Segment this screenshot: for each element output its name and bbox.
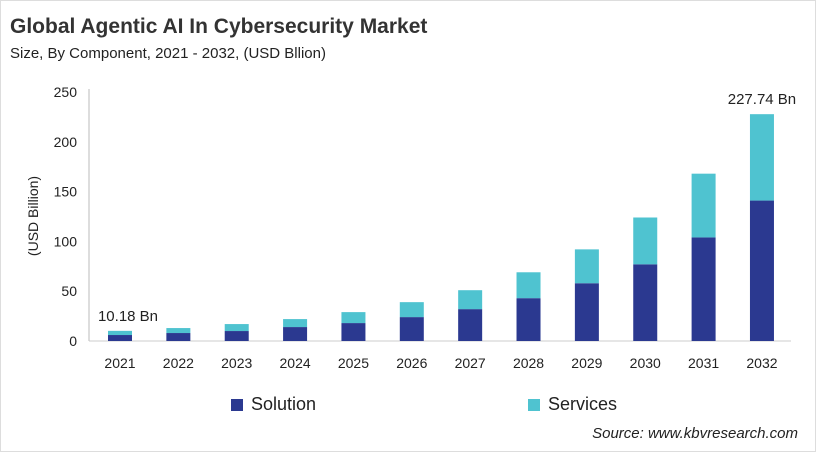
legend-label-solution: Solution: [251, 394, 317, 414]
x-tick-label: 2022: [163, 355, 194, 371]
data-label: 227.74 Bn: [728, 91, 796, 108]
bar-services-2027: [458, 290, 483, 310]
x-tick-label: 2027: [455, 355, 486, 371]
x-tick-label: 2023: [221, 355, 252, 371]
bar-solution-2029: [574, 283, 599, 341]
legend-item-services: Services: [528, 394, 617, 415]
bar-services-2022: [166, 328, 191, 334]
bar-solution-2027: [458, 309, 483, 341]
bar-solution-2028: [516, 298, 541, 341]
bar-services-2031: [691, 173, 716, 238]
chart-title: Global Agentic AI In Cybersecurity Marke…: [10, 15, 428, 38]
bar-solution-2032: [749, 200, 774, 341]
bar-services-2024: [283, 319, 308, 328]
bar-services-2026: [399, 302, 424, 318]
x-tick-label: 2024: [280, 355, 311, 371]
x-tick-label: 2028: [513, 355, 544, 371]
x-tick-label: 2032: [746, 355, 777, 371]
x-tick-label: 2030: [630, 355, 661, 371]
bar-services-2028: [516, 272, 541, 299]
y-axis-label: (USD Billion): [25, 176, 41, 256]
y-tick-label: 100: [54, 233, 78, 249]
bar-services-2025: [341, 312, 366, 324]
bar-solution-2025: [341, 323, 366, 341]
x-tick-label: 2025: [338, 355, 369, 371]
bar-solution-2026: [399, 317, 424, 341]
y-tick-label: 250: [54, 84, 78, 100]
source-note: Source: www.kbvresearch.com: [592, 425, 798, 442]
x-tick-label: 2021: [104, 355, 135, 371]
bar-solution-2023: [224, 331, 249, 341]
chart-subtitle: Size, By Component, 2021 - 2032, (USD Bl…: [10, 45, 326, 62]
y-tick-label: 0: [69, 333, 77, 349]
data-label: 10.18 Bn: [98, 308, 158, 325]
legend-swatch-services: [528, 398, 540, 411]
bar-solution-2022: [166, 333, 191, 341]
legend-swatch-solution: [231, 398, 243, 411]
legend-label-services: Services: [548, 394, 618, 414]
legend-item-solution: Solution: [231, 394, 316, 415]
x-tick-label: 2029: [571, 355, 602, 371]
bar-solution-2030: [633, 264, 658, 341]
x-tick-label: 2026: [396, 355, 427, 371]
y-tick-label: 50: [61, 283, 77, 299]
bar-solution-2024: [283, 327, 308, 341]
bar-services-2030: [633, 217, 658, 265]
x-tick-label: 2031: [688, 355, 719, 371]
y-tick-label: 150: [54, 184, 78, 200]
y-tick-label: 200: [54, 134, 78, 150]
bar-services-2032: [749, 114, 774, 201]
bar-services-2023: [224, 324, 249, 332]
bar-services-2029: [574, 249, 599, 284]
bar-solution-2031: [691, 237, 716, 341]
bar-solution-2021: [108, 335, 132, 341]
bar-services-2021: [108, 330, 132, 336]
